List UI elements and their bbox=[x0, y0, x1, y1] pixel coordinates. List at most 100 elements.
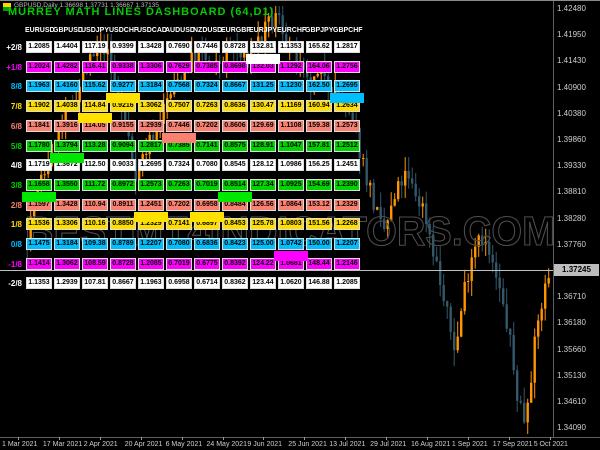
mml-cell: 111.72 bbox=[82, 179, 108, 191]
row-label: 8/8 bbox=[10, 82, 22, 91]
mml-cell: 112.50 bbox=[82, 159, 108, 171]
price-highlight-box bbox=[22, 192, 56, 202]
price-highlight-box bbox=[78, 113, 112, 123]
mml-cell: 0.8698 bbox=[222, 61, 248, 73]
mml-cell: 1.1475 bbox=[26, 238, 52, 250]
time-axis-label: 1 Mar 2021 bbox=[2, 441, 38, 448]
time-axis-label: 13 Jul 2021 bbox=[329, 441, 366, 448]
column-header: EURUSD bbox=[25, 27, 55, 34]
mml-cell: 0.7507 bbox=[166, 100, 192, 112]
mml-cell: 0.7446 bbox=[166, 120, 192, 132]
mml-cell: 0.8545 bbox=[222, 159, 248, 171]
mml-cell: 1.2939 bbox=[138, 120, 164, 132]
mml-cell: 1.2573 bbox=[138, 179, 164, 191]
mml-cell: 1.1108 bbox=[278, 120, 304, 132]
row-label: -1/8 bbox=[8, 260, 22, 269]
price-axis-label: 1.40900 bbox=[557, 82, 586, 92]
time-axis-tick bbox=[386, 437, 388, 440]
mml-cell: 132.81 bbox=[250, 41, 276, 53]
mml-cell: 1.1902 bbox=[26, 100, 52, 112]
mml-cell: 150.00 bbox=[306, 238, 332, 250]
mml-cell: 129.69 bbox=[250, 120, 276, 132]
time-axis-tick bbox=[427, 437, 428, 440]
mml-cell: 0.9033 bbox=[110, 159, 136, 171]
column-header: NZDUSD bbox=[193, 27, 223, 34]
chart-symbol-icon bbox=[3, 3, 11, 11]
mml-cell: 1.0864 bbox=[278, 199, 304, 211]
mml-cell: 1.4282 bbox=[54, 61, 80, 73]
mml-cell: 107.81 bbox=[82, 277, 108, 289]
mml-cell: 1.4404 bbox=[54, 41, 80, 53]
mml-cell: 0.9399 bbox=[110, 41, 136, 53]
mml-cell: 0.8392 bbox=[222, 258, 248, 270]
current-price-line bbox=[0, 270, 553, 271]
mml-cell: 0.8362 bbox=[222, 277, 248, 289]
column-header: EURJPY bbox=[249, 27, 278, 34]
mml-cell: 1.4160 bbox=[54, 80, 80, 92]
mml-cell: 146.88 bbox=[306, 277, 332, 289]
time-axis-label: 16 Aug 2021 bbox=[411, 441, 451, 448]
mml-cell: 0.7080 bbox=[166, 238, 192, 250]
axis-separator-vertical bbox=[553, 1, 554, 437]
price-highlight-box bbox=[274, 251, 308, 261]
time-axis-tick bbox=[304, 437, 306, 440]
column-header: USDCAD bbox=[137, 27, 167, 34]
mml-cell: 0.8789 bbox=[110, 238, 136, 250]
row-label: 2/8 bbox=[10, 201, 22, 210]
mml-cell: 0.7202 bbox=[166, 199, 192, 211]
mml-cell: 127.34 bbox=[250, 179, 276, 191]
price-axis-label: 1.39330 bbox=[557, 161, 586, 171]
column-header: USDCHF bbox=[109, 27, 139, 34]
mml-cell: 0.6958 bbox=[194, 199, 220, 211]
price-highlight-box bbox=[218, 192, 252, 202]
mml-cell: 1.2268 bbox=[334, 218, 360, 230]
mml-cell: 1.3794 bbox=[54, 140, 80, 152]
mml-cell: 130.47 bbox=[250, 100, 276, 112]
mml-cell: 1.3306 bbox=[138, 61, 164, 73]
time-axis-tick bbox=[222, 437, 224, 440]
row-label: 3/8 bbox=[10, 181, 22, 190]
mml-cell: 154.69 bbox=[306, 179, 332, 191]
row-label: +1/8 bbox=[6, 63, 22, 72]
mml-cell: 1.2817 bbox=[138, 140, 164, 152]
mml-cell: 1.2695 bbox=[138, 159, 164, 171]
mml-cell: 162.50 bbox=[306, 80, 332, 92]
mml-cell: 124.22 bbox=[250, 258, 276, 270]
price-axis-label: 1.42480 bbox=[557, 4, 586, 13]
mml-cell: 165.62 bbox=[306, 41, 332, 53]
time-axis-tick bbox=[181, 437, 183, 440]
row-label: +2/8 bbox=[6, 43, 22, 52]
mml-cell: 0.8453 bbox=[222, 218, 248, 230]
mml-cell: 0.7263 bbox=[166, 179, 192, 191]
mml-cell: 1.2817 bbox=[334, 41, 360, 53]
mml-cell: 0.7019 bbox=[194, 179, 220, 191]
mml-cell: 1.0742 bbox=[278, 238, 304, 250]
mml-cell: 0.7141 bbox=[166, 218, 192, 230]
column-header: AUDUSD bbox=[165, 27, 195, 34]
mml-cell: 0.7690 bbox=[166, 41, 192, 53]
mml-cell: 1.2756 bbox=[334, 61, 360, 73]
price-axis-label: 1.38280 bbox=[557, 213, 586, 223]
mml-cell: 148.44 bbox=[306, 258, 332, 270]
mml-cell: 0.7324 bbox=[166, 159, 192, 171]
mml-cell: 125.00 bbox=[250, 238, 276, 250]
time-axis-label: 20 Apr 2021 bbox=[124, 441, 163, 448]
mml-cell: 110.16 bbox=[82, 218, 108, 230]
time-axis-label: 24 May 2021 bbox=[206, 441, 247, 448]
mml-cell: 0.7446 bbox=[194, 41, 220, 53]
price-highlight-box bbox=[134, 212, 168, 222]
indicator-title: MURREY MATH LINES DASHBOARD (64,D1) bbox=[8, 6, 275, 18]
time-axis-tick bbox=[140, 437, 142, 440]
price-highlight-box bbox=[246, 54, 280, 64]
price-axis-label: 1.41950 bbox=[557, 30, 586, 40]
mml-cell: 1.0986 bbox=[278, 159, 304, 171]
mml-cell: 0.7141 bbox=[194, 140, 220, 152]
mml-cell: 1.3306 bbox=[54, 218, 80, 230]
price-axis-label: 1.39860 bbox=[557, 135, 586, 144]
mml-cell: 115.62 bbox=[82, 80, 108, 92]
mml-cell: 1.1292 bbox=[278, 61, 304, 73]
mml-cell: 0.7324 bbox=[194, 80, 220, 92]
mml-cell: 1.3428 bbox=[138, 41, 164, 53]
mml-cell: 0.6836 bbox=[194, 238, 220, 250]
price-axis-label: 1.35660 bbox=[557, 344, 586, 354]
